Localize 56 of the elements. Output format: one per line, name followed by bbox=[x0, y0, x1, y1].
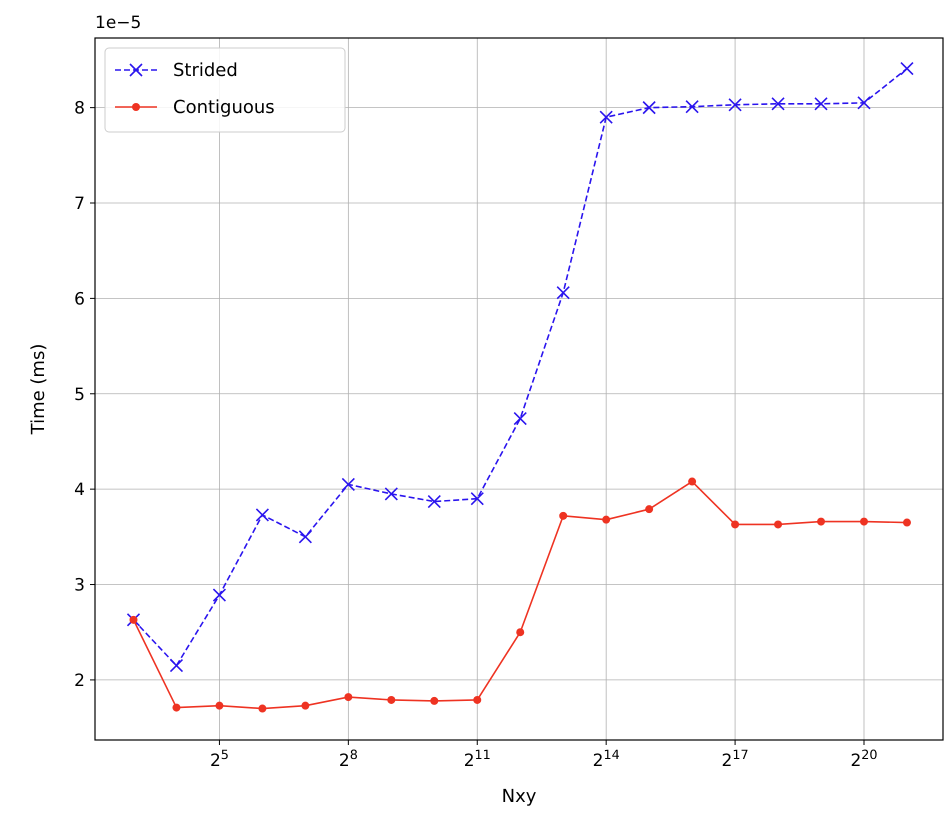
point bbox=[470, 492, 484, 506]
point bbox=[170, 658, 184, 672]
point bbox=[728, 98, 742, 112]
y-tick-label: 2 bbox=[74, 670, 85, 691]
point bbox=[473, 696, 482, 704]
y-tick-label: 8 bbox=[74, 98, 85, 119]
legend-label: Strided bbox=[173, 60, 238, 81]
x-tick-label: 2$^{5}$ bbox=[210, 748, 229, 771]
point bbox=[817, 518, 826, 526]
y-tick-label: 7 bbox=[74, 194, 85, 214]
point bbox=[556, 286, 570, 300]
point bbox=[430, 696, 438, 705]
x-tick-label: 2$^{17}$ bbox=[722, 748, 749, 771]
point bbox=[344, 693, 352, 702]
point bbox=[642, 100, 656, 114]
point bbox=[645, 505, 654, 514]
point bbox=[301, 702, 310, 710]
point bbox=[602, 516, 610, 524]
x-tick-label: 2$^{20}$ bbox=[850, 748, 878, 771]
y-tick-label: 6 bbox=[74, 289, 85, 310]
point bbox=[258, 704, 266, 713]
point bbox=[599, 110, 613, 124]
x-tick-label: 2$^{14}$ bbox=[592, 748, 620, 771]
point bbox=[384, 487, 398, 501]
point bbox=[559, 512, 568, 520]
point bbox=[516, 628, 524, 636]
point bbox=[427, 494, 442, 508]
x-tick-label: 2$^{8}$ bbox=[338, 748, 358, 771]
y-tick-label: 4 bbox=[74, 480, 85, 500]
point bbox=[731, 520, 740, 528]
point bbox=[298, 530, 312, 544]
y-axis-title: Time (ms) bbox=[28, 344, 49, 436]
y-tick-label: 3 bbox=[74, 576, 85, 596]
point bbox=[212, 588, 226, 602]
point bbox=[857, 96, 871, 110]
point bbox=[256, 508, 270, 522]
point bbox=[513, 412, 528, 426]
x-tick-label: 2$^{11}$ bbox=[464, 748, 491, 771]
y-tick-label: 5 bbox=[74, 384, 85, 405]
point bbox=[215, 702, 224, 710]
legend-label: Contiguous bbox=[173, 97, 275, 118]
point bbox=[902, 518, 911, 527]
point bbox=[126, 613, 140, 627]
point bbox=[342, 478, 356, 492]
point bbox=[900, 62, 914, 76]
x-axis-title: Nxy bbox=[502, 786, 537, 807]
point bbox=[814, 97, 828, 111]
point bbox=[771, 97, 785, 111]
point bbox=[688, 478, 696, 486]
text: 1e−5 bbox=[95, 13, 142, 33]
point bbox=[774, 520, 782, 528]
point bbox=[129, 616, 138, 624]
point bbox=[685, 100, 699, 114]
point bbox=[860, 518, 868, 526]
point bbox=[387, 696, 396, 704]
point bbox=[172, 704, 180, 712]
